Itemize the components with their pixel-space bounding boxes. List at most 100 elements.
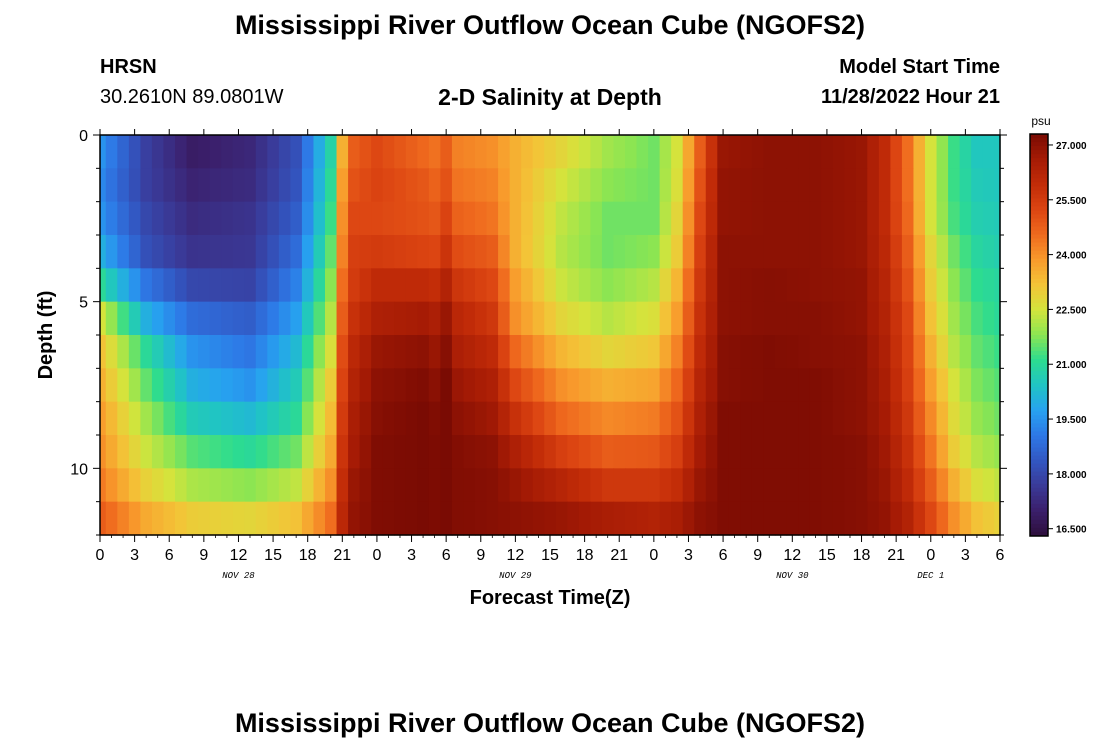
heatmap-cell	[105, 435, 118, 469]
heatmap-cell	[301, 301, 315, 336]
heatmap-cell	[578, 235, 591, 269]
heatmap-cell	[867, 268, 880, 303]
heatmap-cell	[151, 201, 165, 236]
heatmap-cell	[117, 301, 130, 336]
heatmap-cell	[775, 368, 788, 403]
heatmap-cell	[694, 501, 707, 536]
heatmap-cell	[382, 168, 395, 203]
heatmap-cell	[544, 368, 557, 403]
heatmap-cell	[763, 335, 776, 369]
colorbar-segment	[1030, 238, 1048, 244]
heatmap-cell	[463, 368, 476, 403]
heatmap-cell	[763, 201, 776, 236]
heatmap-cell	[382, 201, 395, 236]
heatmap-cell	[648, 168, 661, 203]
heatmap-cell	[198, 135, 211, 169]
heatmap-cell	[867, 301, 880, 336]
heatmap-cell	[186, 268, 199, 303]
heatmap-cell	[890, 335, 903, 369]
heatmap-cell	[625, 368, 638, 403]
heatmap-cell	[636, 268, 649, 303]
heatmap-cell	[590, 435, 603, 469]
colorbar-segment	[1030, 499, 1048, 505]
heatmap-cell	[567, 368, 580, 403]
heatmap-cell	[221, 268, 234, 303]
x-tick-label: 3	[961, 547, 970, 564]
heatmap-cell	[671, 501, 684, 536]
heatmap-cell	[925, 168, 938, 203]
heatmap-cell	[936, 501, 949, 536]
heatmap-cell	[117, 468, 130, 503]
heatmap-cell	[394, 468, 407, 503]
heatmap-cell	[613, 235, 626, 269]
heatmap-cell	[763, 468, 776, 503]
heatmap-cell	[671, 135, 684, 169]
heatmap-cell	[532, 168, 545, 203]
heatmap-cell	[913, 168, 926, 203]
heatmap-cell	[878, 168, 891, 203]
heatmap-cell	[821, 201, 834, 236]
heatmap-cell	[290, 268, 303, 303]
heatmap-cell	[890, 401, 903, 436]
heatmap-cells	[100, 135, 1001, 536]
heatmap-cell	[717, 368, 730, 403]
heatmap-cell	[209, 501, 222, 536]
heatmap-cell	[578, 168, 591, 203]
colorbar-segment	[1030, 294, 1048, 300]
heatmap-cell	[809, 435, 822, 469]
x-tick-label: 0	[649, 547, 658, 564]
heatmap-cell	[521, 168, 534, 203]
heatmap-cell	[717, 501, 730, 536]
heatmap-cell	[128, 201, 141, 236]
heatmap-cell	[786, 235, 799, 269]
heatmap-cell	[336, 168, 349, 203]
heatmap-cell	[255, 501, 268, 536]
heatmap-cell	[405, 368, 418, 403]
colorbar-segment	[1030, 318, 1048, 324]
heatmap-cell	[601, 135, 615, 169]
heatmap-cell	[100, 201, 107, 236]
x-tick-label: 0	[372, 547, 381, 564]
heatmap-cell	[751, 335, 765, 369]
colorbar-segment	[1030, 475, 1048, 481]
heatmap-cell	[186, 468, 199, 503]
colorbar-segment	[1030, 403, 1048, 408]
heatmap-cell	[278, 201, 291, 236]
heatmap-cell	[221, 401, 234, 436]
heatmap-cell	[982, 501, 995, 536]
heatmap-cell	[325, 235, 338, 269]
heatmap-cell	[221, 168, 234, 203]
heatmap-cell	[498, 401, 511, 436]
heatmap-cell	[705, 301, 718, 336]
heatmap-cell	[175, 435, 188, 469]
heatmap-cell	[578, 501, 591, 536]
heatmap-cell	[209, 268, 222, 303]
heatmap-cell	[728, 401, 741, 436]
heatmap-cell	[405, 201, 418, 236]
heatmap-cell	[982, 368, 995, 403]
heatmap-cell	[163, 168, 176, 203]
colorbar-tick-label: 24.000	[1056, 251, 1087, 262]
colorbar-tick-label: 27.000	[1056, 141, 1087, 152]
heatmap-cell	[936, 135, 949, 169]
heatmap-cell	[821, 501, 834, 536]
colorbar-segment	[1030, 162, 1048, 167]
heatmap-cell	[959, 368, 972, 403]
heatmap-cell	[151, 501, 165, 536]
heatmap-cell	[198, 368, 211, 403]
heatmap-cell	[567, 301, 580, 336]
heatmap-cell	[186, 235, 199, 269]
heatmap-cell	[728, 268, 741, 303]
heatmap-cell	[325, 301, 338, 336]
heatmap-cell	[325, 435, 338, 469]
heatmap-cell	[151, 468, 165, 503]
heatmap-cell	[671, 368, 684, 403]
heatmap-cell	[901, 201, 915, 236]
heatmap-cell	[244, 168, 257, 203]
heatmap-cell	[290, 301, 303, 336]
colorbar-tick-label: 21.000	[1056, 360, 1087, 371]
heatmap-cell	[359, 168, 372, 203]
heatmap-cell	[221, 135, 234, 169]
heatmap-cell	[682, 301, 695, 336]
heatmap-cell	[867, 435, 880, 469]
